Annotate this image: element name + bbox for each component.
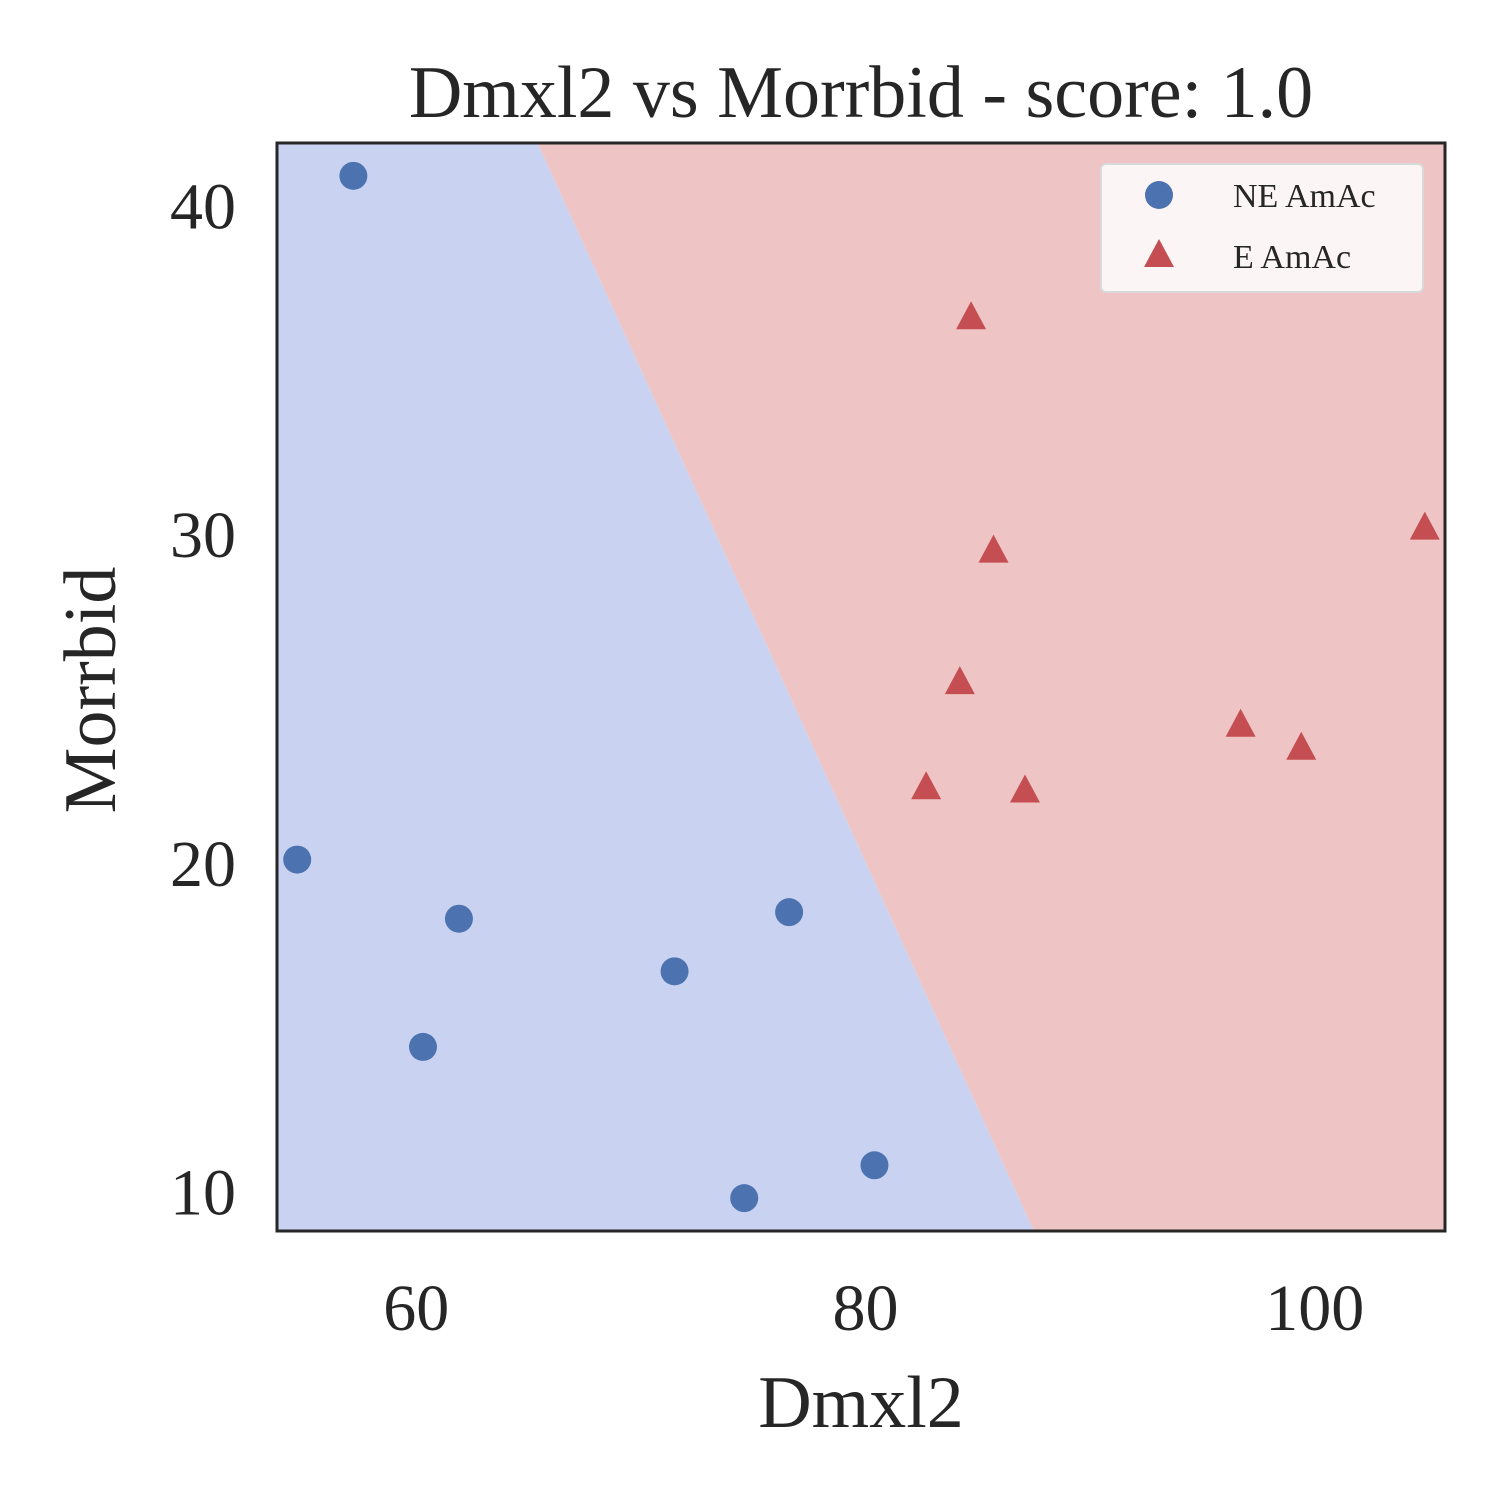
y-tick-label: 20	[170, 828, 236, 901]
point-ne-amac-0	[339, 161, 368, 190]
data-points	[283, 161, 1440, 1213]
point-e-amac-3	[911, 771, 942, 800]
point-e-amac-4	[1009, 774, 1040, 803]
legend-label-ne-amac: NE AmAc	[1233, 178, 1376, 215]
chart-title: Dmxl2 vs Morrbid - score: 1.0	[409, 52, 1313, 134]
y-tick-label: 40	[170, 170, 236, 243]
y-tick-label: 30	[170, 499, 236, 572]
y-axis-label: Morrbid	[50, 567, 132, 814]
x-tick-label: 100	[1265, 1272, 1364, 1345]
region-ne-amac	[277, 143, 1034, 1231]
decision-regions	[277, 143, 1445, 1231]
point-e-amac-7	[1409, 511, 1440, 540]
legend-box	[1100, 163, 1424, 293]
y-axis-ticks: 10 20 30 40	[170, 170, 236, 1229]
legend-marker-ne-amac	[1145, 181, 1173, 209]
x-tick-label: 60	[383, 1272, 449, 1345]
y-tick-label: 10	[170, 1157, 236, 1230]
point-ne-amac-5	[775, 898, 804, 927]
point-ne-amac-2	[444, 904, 473, 933]
point-ne-amac-6	[730, 1184, 759, 1213]
point-e-amac-5	[1225, 708, 1256, 737]
point-e-amac-6	[1286, 731, 1317, 760]
point-ne-amac-7	[860, 1151, 889, 1180]
legend-marker-e-amac	[1144, 239, 1174, 267]
point-ne-amac-1	[283, 845, 312, 874]
point-e-amac-0	[956, 301, 987, 330]
x-axis-label: Dmxl2	[758, 1362, 964, 1444]
legend: NE AmAc E AmAc	[1100, 163, 1424, 293]
point-e-amac-1	[978, 534, 1009, 563]
x-axis-ticks: 60 80 100	[383, 1272, 1364, 1345]
x-tick-label: 80	[832, 1272, 898, 1345]
legend-label-e-amac: E AmAc	[1233, 239, 1351, 276]
point-e-amac-2	[944, 666, 975, 695]
point-ne-amac-3	[409, 1032, 437, 1061]
point-ne-amac-4	[660, 957, 689, 986]
region-e-amac	[537, 143, 1445, 1231]
plot-frame	[275, 141, 1447, 1233]
